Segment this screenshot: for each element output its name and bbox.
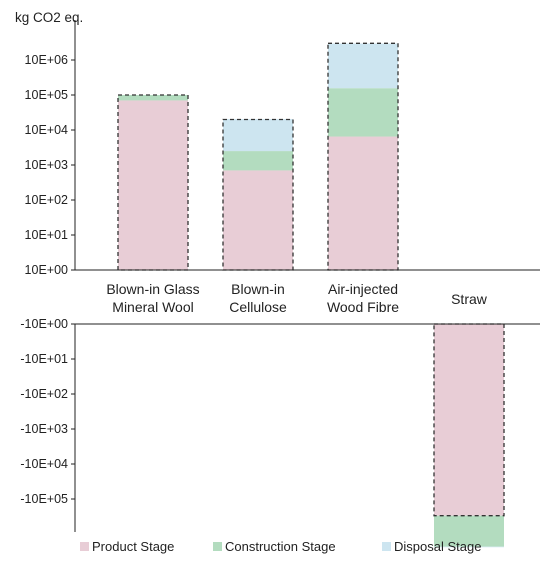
- bar-segment-construction-stage: [434, 515, 504, 547]
- category-label: Cellulose: [229, 299, 287, 315]
- category-label: Mineral Wool: [112, 299, 193, 315]
- bar-segment-construction-stage: [118, 95, 188, 101]
- tick-label: -10E+02: [20, 387, 68, 401]
- legend-swatch: [382, 542, 391, 551]
- bar-segment-disposal-stage: [434, 546, 504, 548]
- tick-label: 10E+05: [25, 88, 68, 102]
- legend-label: Construction Stage: [225, 539, 336, 554]
- category-label: Blown-in Glass: [106, 281, 199, 297]
- category-labels: Blown-in Glass Mineral Wool Blown-in Cellul…: [106, 281, 487, 315]
- y-axis-label: kg CO2 eq.: [15, 10, 83, 25]
- tick-label: -10E+05: [20, 492, 68, 506]
- tick-label: 10E+06: [25, 53, 68, 67]
- bar-segment-product-stage: [118, 100, 188, 270]
- positive-ticks: 10E+00 10E+01 10E+02 10E+03 10E+04 10E+05 10E+…: [25, 53, 75, 277]
- tick-label: 10E+03: [25, 158, 68, 172]
- category-label: Blown-in: [231, 281, 285, 297]
- legend-swatch: [213, 542, 222, 551]
- tick-label: 10E+04: [25, 123, 68, 137]
- legend-label: Disposal Stage: [394, 539, 481, 554]
- bar-segment-product-stage: [434, 324, 504, 516]
- legend: Product Stage Construction Stage Disposal …: [80, 539, 481, 554]
- legend-swatch: [80, 542, 89, 551]
- bar-segment-disposal-stage: [328, 43, 398, 89]
- tick-label: -10E+01: [20, 352, 68, 366]
- bar-segment-construction-stage: [328, 88, 398, 137]
- category-label: Air-injected: [328, 281, 398, 297]
- bar-segment-disposal-stage: [223, 119, 293, 152]
- category-label: Wood Fibre: [327, 299, 399, 315]
- tick-label: 10E+01: [25, 228, 68, 242]
- tick-label: 10E+02: [25, 193, 68, 207]
- bar-segment-construction-stage: [223, 151, 293, 171]
- tick-label: -10E+00: [20, 317, 68, 331]
- category-label: Straw: [451, 291, 488, 307]
- negative-ticks: -10E+00 -10E+01 -10E+02 -10E+03 -10E+04 -10E+…: [20, 317, 75, 506]
- bar-segment-product-stage: [328, 136, 398, 270]
- tick-label: 10E+00: [25, 263, 68, 277]
- legend-label: Product Stage: [92, 539, 174, 554]
- bars: [117, 42, 505, 548]
- tick-label: -10E+04: [20, 457, 68, 471]
- tick-label: -10E+03: [20, 422, 68, 436]
- bar-segment-product-stage: [223, 170, 293, 270]
